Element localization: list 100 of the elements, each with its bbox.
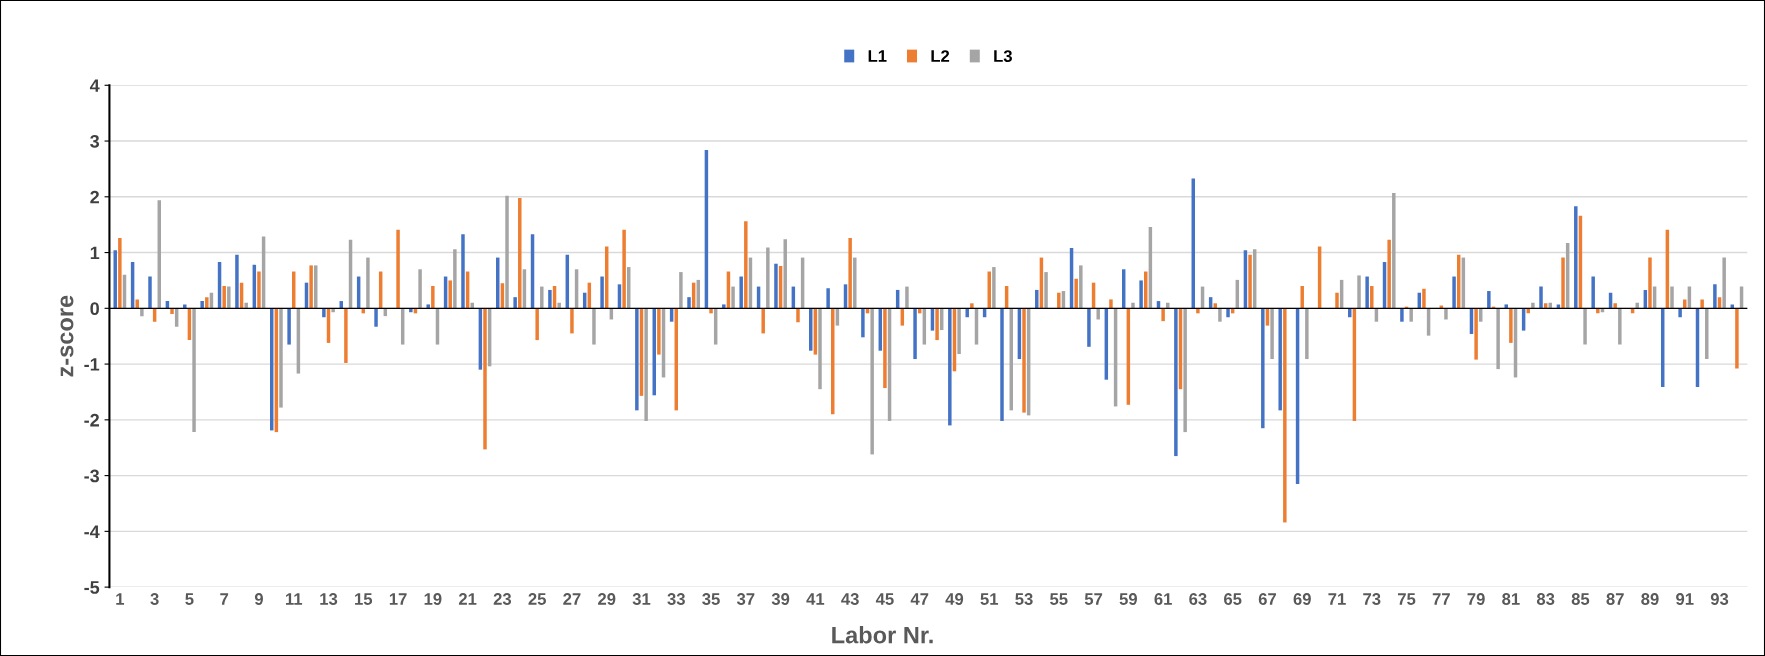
bar	[744, 221, 748, 309]
bar	[1678, 308, 1682, 318]
y-tick-label: 3	[90, 134, 100, 148]
x-tick-label: 23	[493, 593, 512, 605]
x-tick-label: 39	[771, 593, 790, 605]
bar	[1161, 308, 1165, 322]
x-tick-label: 63	[1189, 593, 1207, 605]
bar	[505, 195, 509, 309]
bar	[222, 286, 226, 309]
bar	[1057, 292, 1061, 309]
bar	[570, 308, 574, 334]
x-tick-label: 17	[389, 593, 407, 605]
bar	[722, 304, 726, 309]
x-tick-label: 5	[185, 593, 194, 605]
x-tick-label: 33	[667, 593, 685, 605]
bar	[287, 308, 291, 345]
bar	[1474, 308, 1478, 360]
bar	[965, 308, 969, 318]
bar	[1452, 276, 1456, 309]
bar	[396, 229, 400, 309]
bar	[761, 308, 765, 334]
bar	[861, 308, 865, 338]
x-tick-label: 49	[945, 593, 964, 605]
bar	[1074, 278, 1078, 309]
bar	[796, 308, 800, 323]
legend-label: L1	[868, 50, 887, 62]
bar	[709, 308, 713, 314]
bar	[1422, 288, 1426, 309]
bar	[1044, 272, 1048, 309]
bar	[1248, 254, 1252, 309]
bar	[257, 271, 261, 309]
bar	[557, 302, 561, 309]
bar	[1357, 275, 1361, 309]
bar	[1400, 308, 1404, 322]
bar	[992, 267, 996, 309]
bar	[883, 308, 887, 389]
x-tick-label: 41	[806, 593, 825, 605]
bar	[739, 276, 743, 309]
y-tick-label: 4	[89, 79, 100, 92]
bar	[366, 257, 370, 309]
x-tick-label: 83	[1536, 593, 1555, 605]
x-tick-label: 61	[1154, 593, 1172, 605]
bar	[818, 308, 822, 390]
bar	[1087, 308, 1091, 347]
bar	[1700, 299, 1704, 309]
bar	[1174, 308, 1178, 457]
bar	[548, 289, 552, 309]
bar	[1270, 308, 1274, 360]
y-tick-label: 0	[90, 302, 99, 316]
bar	[1705, 308, 1709, 360]
bar	[235, 254, 239, 309]
bar	[1305, 308, 1309, 360]
x-tick-label: 77	[1432, 593, 1450, 605]
x-tick-label: 79	[1467, 593, 1485, 605]
bar	[461, 234, 465, 309]
bar	[1635, 302, 1639, 309]
bar	[314, 265, 318, 309]
bar	[1365, 276, 1369, 309]
x-tick-label: 45	[875, 593, 894, 605]
bar	[200, 301, 204, 309]
bar	[848, 238, 852, 309]
bar	[657, 308, 661, 355]
legend-label: L2	[931, 50, 950, 62]
bar	[483, 308, 487, 450]
x-tick-label: 15	[355, 593, 373, 605]
bar	[1409, 308, 1413, 322]
x-tick-label: 35	[702, 593, 720, 605]
x-tick-label: 57	[1084, 593, 1103, 605]
bar	[227, 286, 231, 309]
bar	[1183, 308, 1187, 433]
bar	[418, 269, 422, 309]
y-tick-label: 2	[90, 190, 99, 204]
bar	[1300, 286, 1304, 309]
bar	[1226, 308, 1230, 318]
y-tick-label: -2	[84, 413, 99, 427]
y-tick-label: -3	[84, 469, 100, 483]
bar	[1035, 289, 1039, 309]
bar	[244, 302, 248, 309]
x-tick-label: 37	[736, 593, 755, 605]
bar	[1722, 257, 1726, 309]
x-tick-label: 55	[1050, 593, 1068, 605]
bar	[540, 286, 544, 309]
x-tick-label: 65	[1224, 593, 1242, 605]
bar	[1670, 286, 1674, 309]
bar	[344, 308, 348, 363]
bar	[1283, 308, 1287, 523]
bar	[205, 297, 209, 309]
bar	[1261, 308, 1265, 429]
bar	[192, 308, 196, 433]
x-tick-label: 13	[320, 593, 338, 605]
bar	[1000, 308, 1004, 421]
x-tick-label: 29	[598, 593, 616, 605]
bar	[1196, 308, 1200, 314]
bar	[1539, 286, 1543, 309]
bar	[1591, 276, 1595, 309]
bar	[140, 308, 144, 317]
bar	[113, 250, 117, 309]
bar	[1596, 308, 1600, 314]
x-tick-label: 7	[220, 593, 229, 605]
x-tick-label: 93	[1710, 593, 1729, 605]
